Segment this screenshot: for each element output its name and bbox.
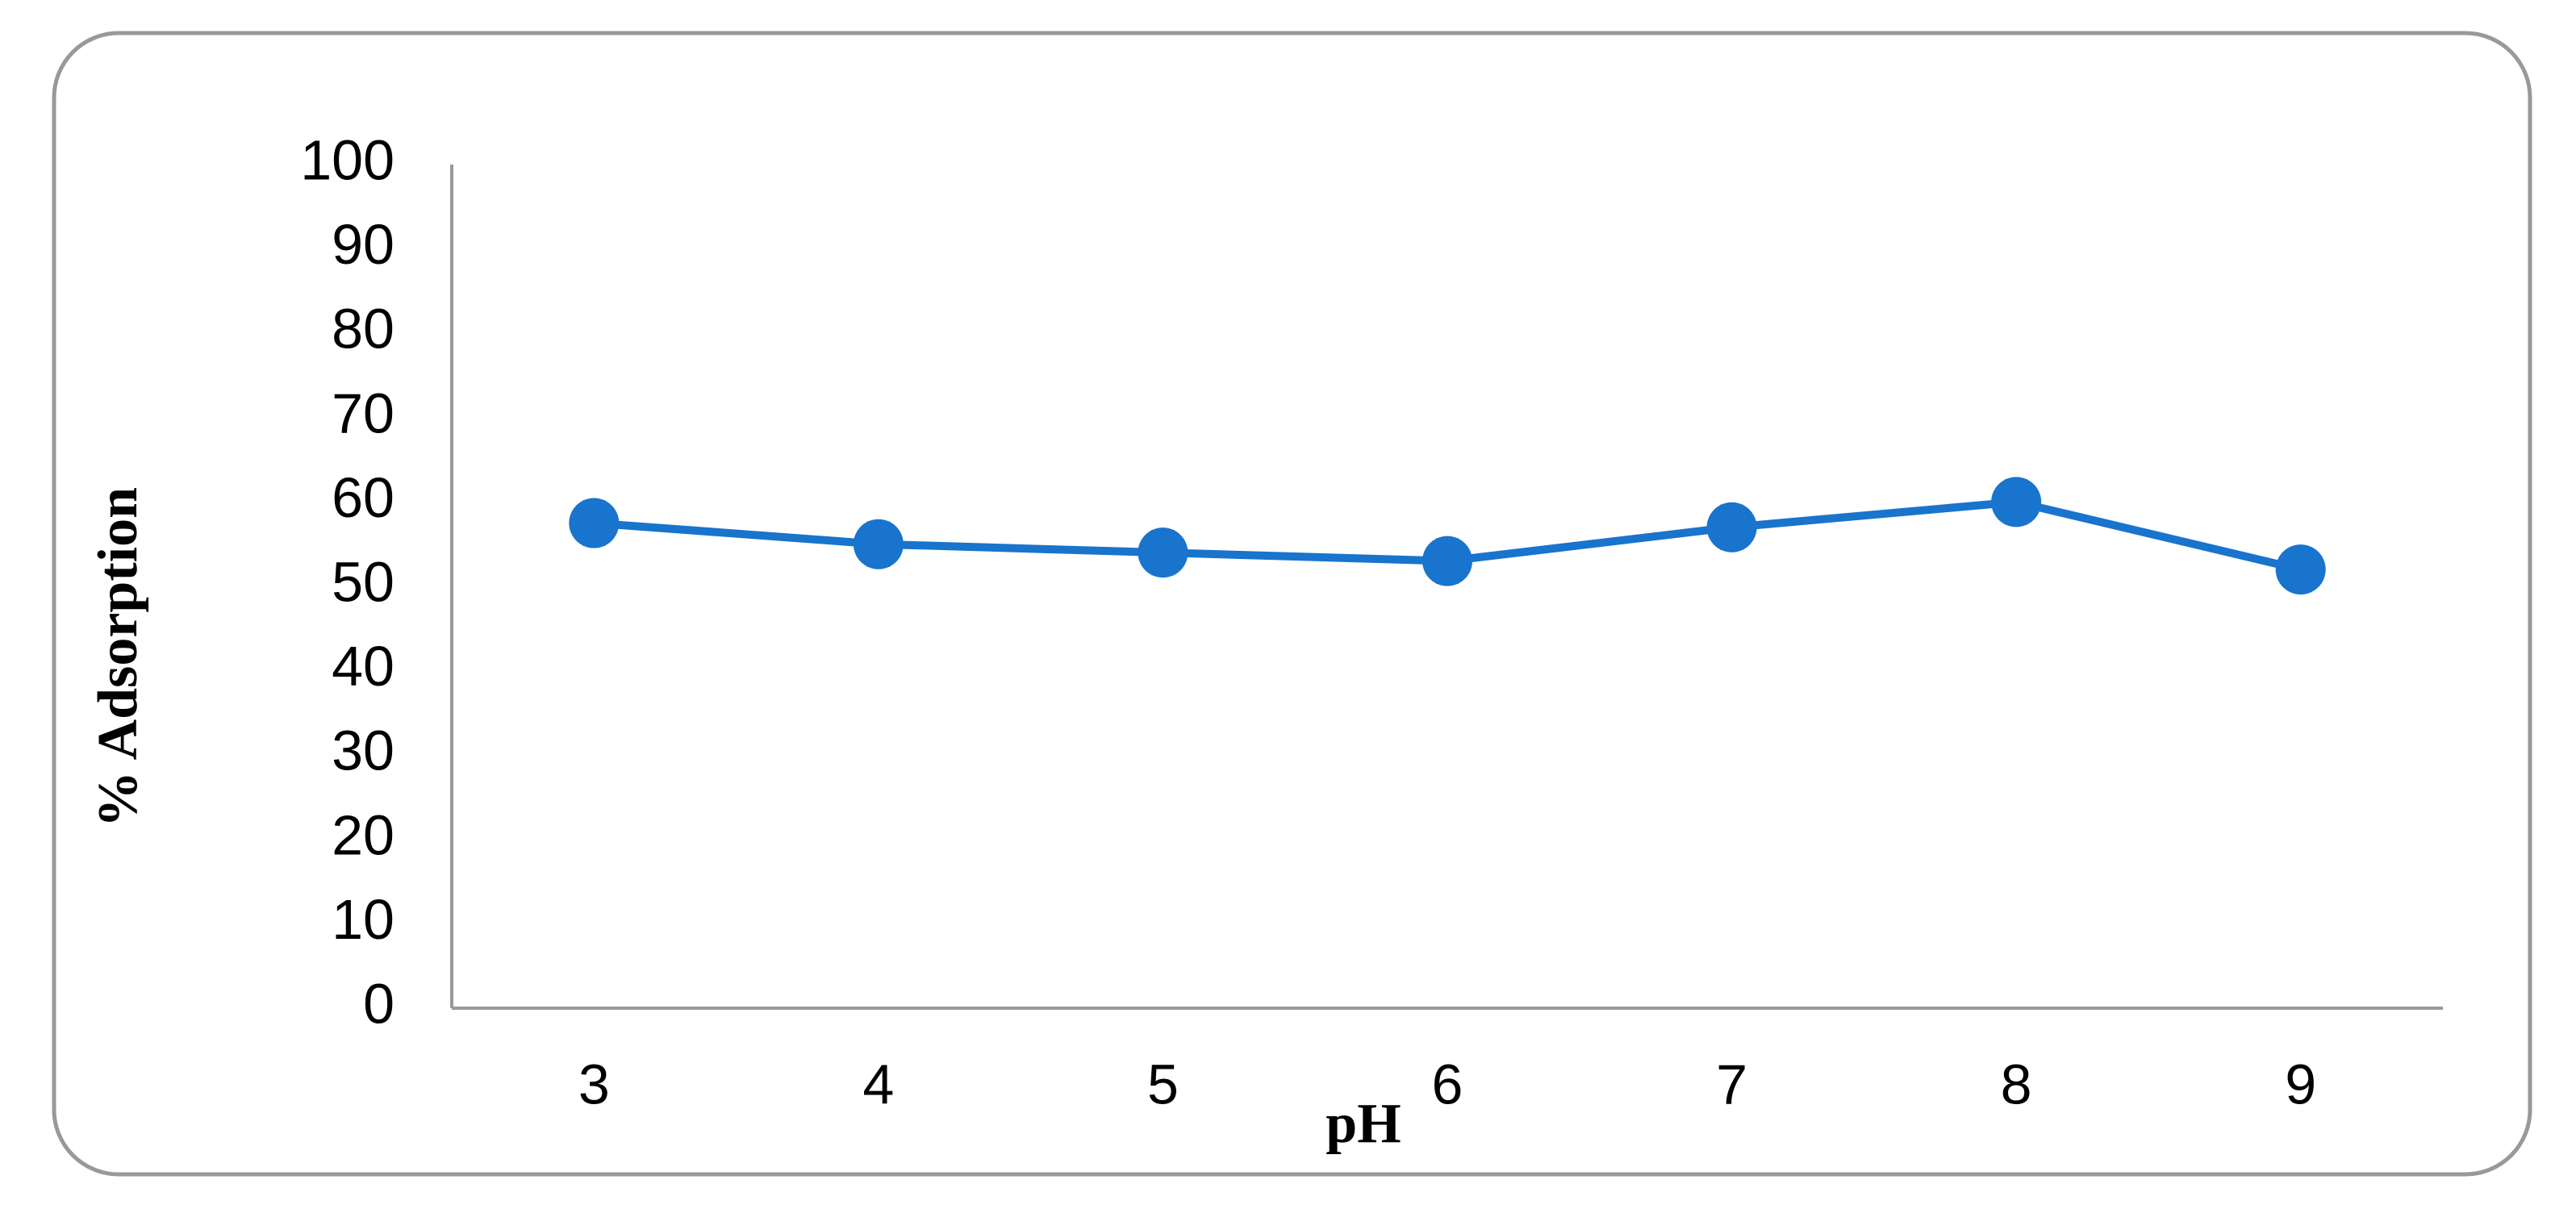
data-point — [569, 498, 620, 548]
data-point — [1991, 477, 2042, 527]
y-tick-label: 70 — [332, 381, 395, 444]
y-tick-label: 50 — [332, 550, 395, 613]
y-tick-label: 80 — [332, 298, 395, 361]
x-tick-label: 7 — [1716, 1053, 1747, 1115]
y-tick-label: 100 — [300, 128, 395, 191]
chart-frame — [52, 31, 2532, 1177]
y-tick-label: 60 — [332, 466, 395, 529]
x-tick-label: 4 — [862, 1053, 894, 1115]
data-point — [1706, 502, 1757, 552]
data-point — [1422, 536, 1472, 586]
data-point — [853, 519, 904, 569]
x-tick-label: 8 — [2001, 1053, 2032, 1115]
x-axis-title: pH — [1326, 1093, 1401, 1155]
y-tick-label: 10 — [332, 888, 395, 951]
x-tick-label: 5 — [1147, 1053, 1179, 1115]
y-tick-label: 30 — [332, 719, 395, 782]
y-axis-title: % Adsorption — [87, 487, 149, 828]
data-point — [1138, 527, 1188, 578]
y-tick-label: 90 — [332, 213, 395, 276]
y-tick-label: 40 — [332, 635, 395, 698]
data-point — [2275, 544, 2326, 595]
x-tick-label: 9 — [2285, 1053, 2316, 1115]
x-tick-label: 6 — [1432, 1053, 1463, 1115]
x-tick-label: 3 — [578, 1053, 610, 1115]
y-tick-label: 20 — [332, 803, 395, 866]
y-tick-label: 0 — [363, 972, 395, 1035]
